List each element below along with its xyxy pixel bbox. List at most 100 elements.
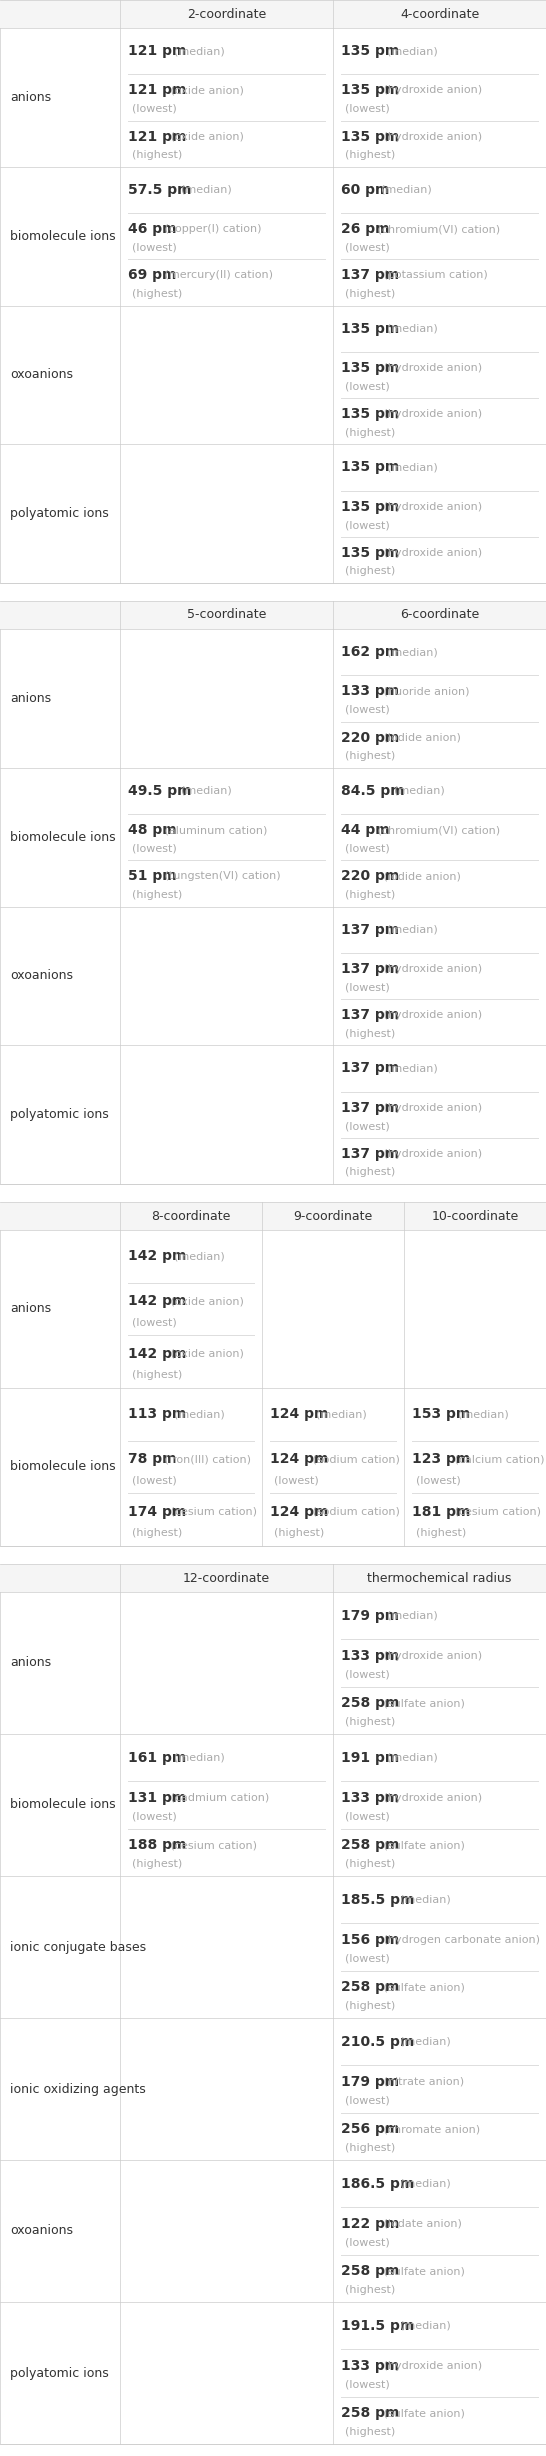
Text: anions: anions bbox=[10, 1302, 51, 1316]
Text: (lowest): (lowest) bbox=[416, 1476, 461, 1486]
Text: polyatomic ions: polyatomic ions bbox=[10, 506, 109, 521]
Text: (median): (median) bbox=[451, 1410, 509, 1420]
Text: (median): (median) bbox=[167, 1754, 225, 1763]
Text: (lowest): (lowest) bbox=[132, 243, 177, 253]
Text: 4-coordinate: 4-coordinate bbox=[400, 7, 479, 20]
Text: 69 pm: 69 pm bbox=[128, 268, 176, 282]
Text: 188 pm: 188 pm bbox=[128, 1837, 187, 1852]
Text: 137 pm: 137 pm bbox=[341, 1007, 399, 1022]
Text: 5-coordinate: 5-coordinate bbox=[187, 609, 266, 621]
Text: 137 pm: 137 pm bbox=[341, 1147, 399, 1162]
Text: 49.5 pm: 49.5 pm bbox=[128, 783, 192, 798]
Text: (lowest): (lowest) bbox=[132, 103, 177, 113]
Text: (median): (median) bbox=[380, 1754, 438, 1763]
Text: (hydroxide anion): (hydroxide anion) bbox=[380, 2360, 482, 2370]
Text: (highest): (highest) bbox=[416, 1528, 466, 1537]
Text: (hydroxide anion): (hydroxide anion) bbox=[380, 1650, 482, 1660]
Text: (sulfate anion): (sulfate anion) bbox=[380, 1982, 465, 1992]
Text: 84.5 pm: 84.5 pm bbox=[341, 783, 405, 798]
Text: 135 pm: 135 pm bbox=[341, 361, 399, 376]
Text: (highest): (highest) bbox=[132, 1528, 182, 1537]
Text: (highest): (highest) bbox=[345, 889, 395, 899]
Text: biomolecule ions: biomolecule ions bbox=[10, 228, 116, 243]
Text: (lowest): (lowest) bbox=[345, 243, 390, 253]
Text: (highest): (highest) bbox=[345, 290, 395, 300]
Bar bbox=[0, 0, 546, 27]
Text: (hydroxide anion): (hydroxide anion) bbox=[380, 363, 482, 373]
Text: 186.5 pm: 186.5 pm bbox=[341, 2176, 414, 2191]
Text: (highest): (highest) bbox=[345, 1717, 395, 1727]
Text: ionic oxidizing agents: ionic oxidizing agents bbox=[10, 2083, 146, 2095]
Text: (oxide anion): (oxide anion) bbox=[167, 86, 244, 96]
Text: 142 pm: 142 pm bbox=[128, 1294, 187, 1309]
Text: (lowest): (lowest) bbox=[132, 1476, 177, 1486]
Text: 135 pm: 135 pm bbox=[341, 408, 399, 420]
Text: (median): (median) bbox=[167, 1253, 225, 1262]
Text: (hydroxide anion): (hydroxide anion) bbox=[380, 501, 482, 511]
Text: (nitrate anion): (nitrate anion) bbox=[380, 2078, 464, 2088]
Text: 220 pm: 220 pm bbox=[341, 732, 399, 744]
Text: (oxide anion): (oxide anion) bbox=[167, 1348, 244, 1358]
Text: 258 pm: 258 pm bbox=[341, 2264, 400, 2279]
Text: oxoanions: oxoanions bbox=[10, 368, 73, 381]
Text: (highest): (highest) bbox=[345, 752, 395, 761]
Text: (highest): (highest) bbox=[345, 1167, 395, 1176]
Text: 162 pm: 162 pm bbox=[341, 646, 399, 658]
Text: oxoanions: oxoanions bbox=[10, 970, 73, 982]
Text: (lowest): (lowest) bbox=[345, 1122, 390, 1132]
Text: (median): (median) bbox=[167, 1410, 225, 1420]
Text: (median): (median) bbox=[380, 324, 438, 334]
Text: 2-coordinate: 2-coordinate bbox=[187, 7, 266, 20]
Text: (lowest): (lowest) bbox=[345, 982, 390, 992]
Text: (hydroxide anion): (hydroxide anion) bbox=[380, 133, 482, 142]
Text: 156 pm: 156 pm bbox=[341, 1933, 399, 1948]
Text: 133 pm: 133 pm bbox=[341, 1648, 399, 1663]
Text: (hydroxide anion): (hydroxide anion) bbox=[380, 1793, 482, 1803]
Text: (median): (median) bbox=[167, 47, 225, 56]
Text: (median): (median) bbox=[387, 786, 444, 796]
Bar bbox=[0, 602, 546, 1184]
Text: (highest): (highest) bbox=[345, 2284, 395, 2296]
Text: 210.5 pm: 210.5 pm bbox=[341, 2034, 414, 2048]
Text: (median): (median) bbox=[380, 1611, 438, 1621]
Text: (cesium cation): (cesium cation) bbox=[167, 1840, 257, 1849]
Text: (hydroxide anion): (hydroxide anion) bbox=[380, 1009, 482, 1019]
Text: 174 pm: 174 pm bbox=[128, 1506, 186, 1518]
Text: anions: anions bbox=[10, 1655, 51, 1670]
Text: (mercury(II) cation): (mercury(II) cation) bbox=[161, 270, 272, 280]
Text: (median): (median) bbox=[393, 2321, 451, 2331]
Bar bbox=[0, 1564, 546, 2444]
Text: biomolecule ions: biomolecule ions bbox=[10, 1798, 116, 1813]
Text: (highest): (highest) bbox=[132, 889, 182, 899]
Text: 137 pm: 137 pm bbox=[341, 963, 399, 975]
Text: 142 pm: 142 pm bbox=[128, 1346, 187, 1361]
Text: 258 pm: 258 pm bbox=[341, 1980, 400, 1994]
Text: (lowest): (lowest) bbox=[345, 381, 390, 391]
Text: (hydroxide anion): (hydroxide anion) bbox=[380, 1149, 482, 1159]
Text: (median): (median) bbox=[174, 786, 232, 796]
Text: (sulfate anion): (sulfate anion) bbox=[380, 2267, 465, 2277]
Text: 10-coordinate: 10-coordinate bbox=[431, 1208, 519, 1223]
Text: (highest): (highest) bbox=[345, 1029, 395, 1039]
Text: 48 pm: 48 pm bbox=[128, 823, 177, 837]
Text: (median): (median) bbox=[393, 2036, 451, 2046]
Text: (lowest): (lowest) bbox=[345, 1955, 390, 1965]
Text: 133 pm: 133 pm bbox=[341, 1790, 399, 1805]
Text: (highest): (highest) bbox=[345, 427, 395, 437]
Bar bbox=[0, 602, 546, 629]
Text: 135 pm: 135 pm bbox=[341, 130, 399, 145]
Text: 135 pm: 135 pm bbox=[341, 84, 399, 98]
Text: 179 pm: 179 pm bbox=[341, 2075, 399, 2090]
Text: (median): (median) bbox=[393, 2178, 451, 2188]
Text: 137 pm: 137 pm bbox=[341, 1061, 399, 1076]
Text: 220 pm: 220 pm bbox=[341, 869, 399, 884]
Text: (iodate anion): (iodate anion) bbox=[380, 2218, 462, 2230]
Text: 78 pm: 78 pm bbox=[128, 1451, 176, 1466]
Text: (sulfate anion): (sulfate anion) bbox=[380, 1697, 465, 1709]
Text: (lowest): (lowest) bbox=[132, 1316, 177, 1326]
Text: 135 pm: 135 pm bbox=[341, 545, 399, 560]
Text: (lowest): (lowest) bbox=[345, 705, 390, 715]
Text: (highest): (highest) bbox=[132, 1859, 182, 1869]
Text: (lowest): (lowest) bbox=[132, 1813, 177, 1822]
Text: 60 pm: 60 pm bbox=[341, 182, 389, 196]
